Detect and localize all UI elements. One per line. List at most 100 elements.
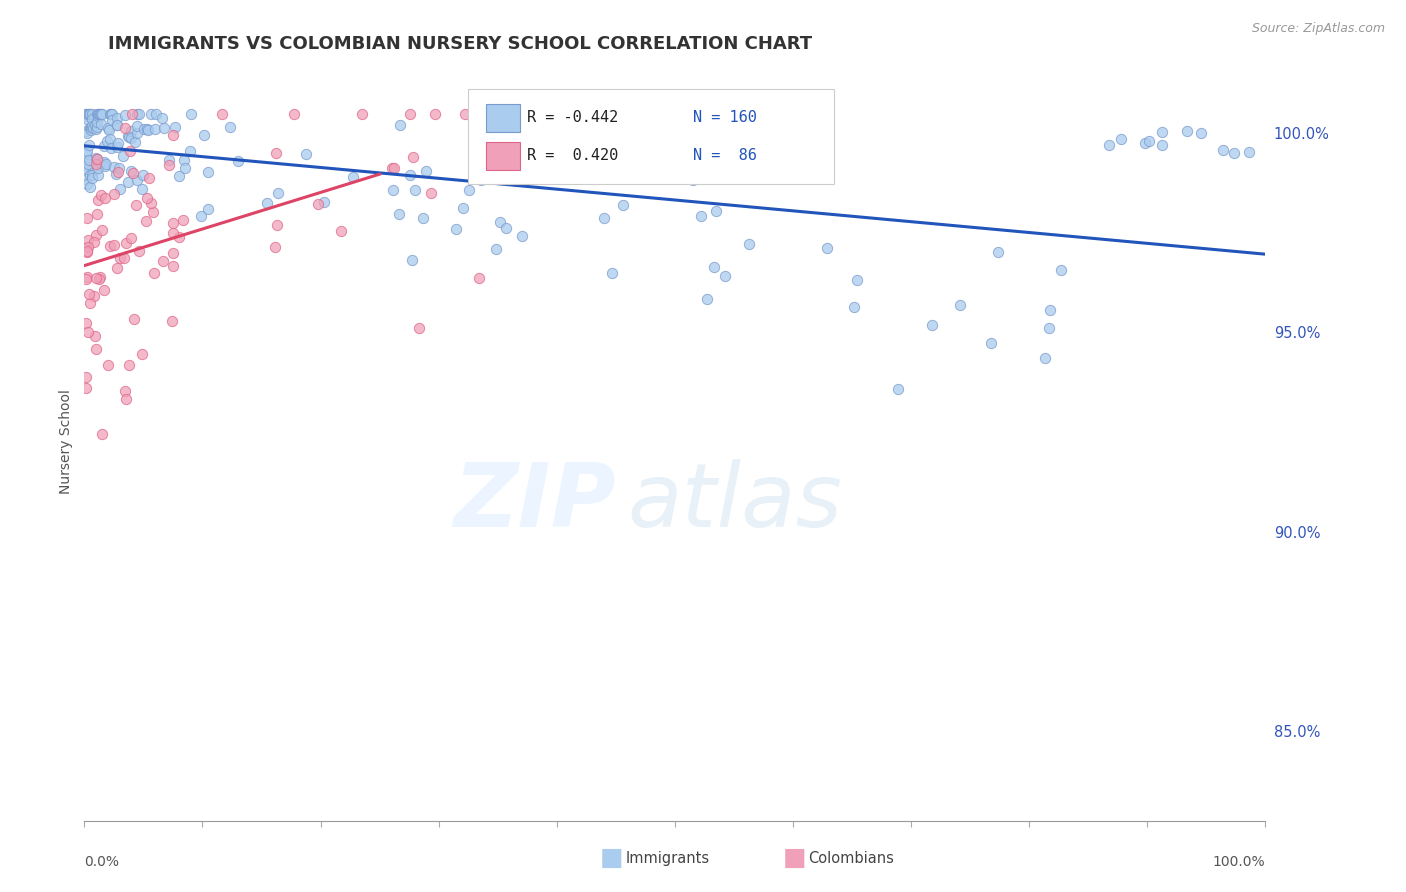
Point [76, 124, 98, 138]
Point [987, 244, 1010, 259]
Point [172, 213, 194, 227]
Text: 85.0%: 85.0% [1274, 725, 1320, 740]
Point [90, 107, 112, 121]
Text: atlas: atlas [627, 459, 842, 545]
FancyBboxPatch shape [468, 89, 834, 184]
Point [143, 266, 166, 280]
Point [142, 205, 165, 219]
Point [75, 159, 97, 173]
Point [76, 112, 98, 127]
Point [120, 144, 142, 158]
Point [75, 109, 97, 123]
Point [1133, 136, 1156, 151]
Point [180, 107, 202, 121]
Point [453, 107, 475, 121]
Point [108, 161, 131, 175]
Point [127, 107, 149, 121]
Point [408, 321, 430, 335]
Point [150, 111, 173, 125]
Point [87, 107, 110, 121]
Point [1239, 145, 1261, 159]
Point [135, 214, 157, 228]
Point [114, 107, 136, 121]
Text: IMMIGRANTS VS COLOMBIAN NURSERY SCHOOL CORRELATION CHART: IMMIGRANTS VS COLOMBIAN NURSERY SCHOOL C… [108, 35, 813, 53]
Point [451, 202, 474, 216]
Point [77, 107, 100, 121]
Point [703, 260, 725, 274]
Point [162, 259, 184, 273]
Point [842, 300, 865, 314]
Point [90, 223, 112, 237]
Point [145, 107, 167, 121]
Point [114, 392, 136, 406]
Point [470, 173, 492, 187]
Y-axis label: Nursery School: Nursery School [59, 389, 73, 494]
Point [495, 220, 517, 235]
Point [80, 107, 103, 121]
Point [83, 235, 105, 249]
Point [75, 107, 97, 121]
Point [1222, 145, 1244, 160]
Point [117, 128, 139, 143]
Point [128, 244, 150, 258]
Point [402, 149, 425, 163]
Point [94, 191, 117, 205]
Point [153, 121, 176, 136]
Point [105, 140, 128, 154]
Point [77, 153, 100, 167]
Point [1152, 138, 1174, 153]
Point [105, 118, 128, 132]
Point [481, 107, 503, 121]
Point [86, 120, 108, 135]
Point [157, 158, 180, 172]
Point [143, 122, 166, 136]
Point [162, 128, 184, 143]
Point [83, 328, 105, 343]
Point [86, 109, 108, 123]
Point [388, 206, 411, 220]
Text: 90.0%: 90.0% [1274, 525, 1320, 541]
Point [1137, 134, 1160, 148]
Point [162, 226, 184, 240]
Point [696, 292, 718, 306]
Point [79, 296, 101, 310]
Point [103, 187, 125, 202]
Text: ZIP: ZIP [453, 458, 616, 546]
Point [75, 316, 97, 330]
Point [79, 168, 101, 182]
Point [921, 318, 943, 332]
Point [93, 155, 115, 169]
Point [90, 187, 112, 202]
Point [122, 312, 145, 326]
Point [87, 272, 110, 286]
Text: Immigrants: Immigrants [626, 851, 710, 865]
Point [125, 126, 148, 140]
Point [93, 138, 115, 153]
Point [77, 326, 100, 340]
Point [197, 202, 219, 216]
Point [110, 182, 132, 196]
Text: Colombians: Colombians [808, 851, 894, 865]
Point [94, 160, 117, 174]
Point [162, 215, 184, 229]
Point [80, 170, 103, 185]
Point [173, 153, 195, 168]
Point [846, 273, 869, 287]
Point [949, 298, 972, 312]
Point [263, 240, 285, 254]
Point [75, 172, 97, 186]
Point [714, 268, 737, 283]
Point [98, 131, 121, 145]
Point [80, 120, 103, 135]
Point [77, 138, 100, 153]
Point [1189, 126, 1212, 140]
Point [107, 118, 129, 132]
Point [89, 117, 111, 131]
Point [124, 135, 146, 149]
Text: Source: ZipAtlas.com: Source: ZipAtlas.com [1251, 22, 1385, 36]
Point [1109, 132, 1132, 146]
Point [79, 179, 101, 194]
Point [401, 252, 423, 267]
Point [76, 126, 98, 140]
Point [77, 107, 100, 121]
